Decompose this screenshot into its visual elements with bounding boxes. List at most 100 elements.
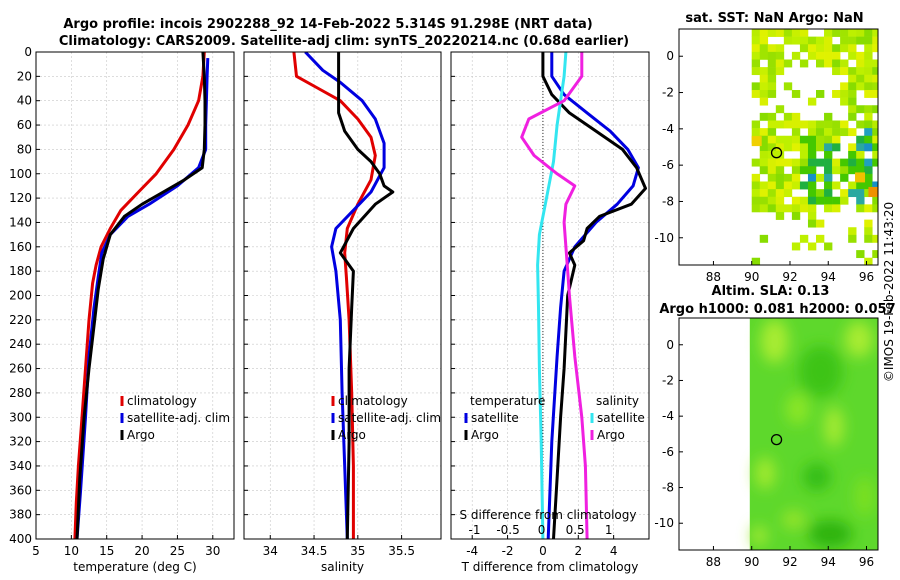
- x-tick-label-top: 0: [538, 523, 546, 537]
- sst-cell: [767, 29, 777, 37]
- sst-cell: [791, 166, 801, 175]
- sst-cell: [791, 211, 801, 220]
- sst-cell: [868, 186, 878, 197]
- sst-cell: [840, 82, 849, 91]
- sst-cell: [856, 158, 865, 167]
- sst-cell: [824, 44, 833, 53]
- sst-cell: [832, 181, 841, 190]
- sst-cell: [840, 166, 849, 175]
- sst-cell: [824, 158, 833, 167]
- y-tick-label: 340: [9, 459, 32, 473]
- sst-cell: [816, 158, 825, 167]
- sst-cell: [759, 82, 769, 91]
- sst-cell: [799, 29, 809, 37]
- x-tick-label: 2: [574, 544, 582, 558]
- sla-blobs: [751, 319, 875, 548]
- sst-cell: [791, 173, 801, 182]
- sst-cell: [832, 67, 841, 76]
- sla-map-panel: Altim. SLA: 0.13 Argo h1000: 0.081 h2000:…: [654, 284, 895, 569]
- sst-cell: [816, 196, 825, 205]
- sst-cell: [832, 29, 841, 37]
- sst-cell: [856, 36, 865, 45]
- x-tick-label: 30: [205, 544, 220, 558]
- sst-cell: [840, 89, 849, 98]
- y-tick-label: -10: [654, 231, 674, 245]
- sst-cell: [799, 36, 809, 45]
- sst-cell: [751, 189, 761, 198]
- sst-cell: [799, 135, 809, 144]
- sst-cell: [751, 120, 761, 129]
- sst-cell: [791, 143, 801, 152]
- sst-cell: [799, 204, 809, 213]
- x-tick-label: 4: [610, 544, 618, 558]
- difference-panel: -4 -2 0 2 4 T difference from climatology S di…: [450, 51, 650, 574]
- x-tick-label: 88: [706, 270, 721, 284]
- sst-cell: [775, 29, 785, 37]
- legend-label: Argo: [597, 428, 625, 442]
- sst-cell: [840, 36, 849, 45]
- sst-cell: [775, 120, 785, 129]
- x-tick-label-top: -0.5: [496, 523, 519, 537]
- sst-cell: [759, 204, 769, 213]
- x-tick-label: -4: [466, 544, 478, 558]
- sst-cell: [791, 89, 801, 98]
- sst-cell: [848, 67, 857, 76]
- sst-cell: [767, 128, 777, 137]
- sst-cell: [848, 29, 857, 37]
- sst-cell: [848, 234, 857, 243]
- sst-cell: [775, 158, 785, 167]
- x-tick-label: 92: [782, 270, 797, 284]
- figure-title-line1: Argo profile: incois 2902288_92 14-Feb-2…: [63, 17, 592, 32]
- sst-cell: [864, 67, 873, 76]
- legend-label: Argo: [127, 428, 155, 442]
- sst-cell: [856, 105, 865, 114]
- sst-cell: [864, 82, 873, 91]
- sst-cell: [856, 204, 865, 213]
- sst-cell: [751, 89, 761, 98]
- sst-cell: [832, 59, 841, 68]
- sst-cell: [864, 74, 873, 83]
- sst-cell: [856, 135, 865, 144]
- sst-cell: [824, 29, 833, 37]
- sst-cell: [791, 36, 801, 45]
- sst-cell: [872, 196, 878, 205]
- sst-cell: [824, 36, 833, 45]
- sst-cell: [864, 219, 873, 228]
- sst-cell: [872, 204, 878, 213]
- series-line-argo: [75, 52, 207, 539]
- sst-cell: [856, 250, 865, 259]
- sst-cell: [872, 105, 878, 114]
- map-frame: [678, 28, 879, 266]
- y-tick-label: 0: [666, 49, 674, 63]
- sst-map-panel: sat. SST: NaN Argo: NaN 88 90 92 94 96 0 -2 -4 -6…: [654, 11, 879, 284]
- sst-cell: [775, 211, 785, 220]
- sst-cell: [775, 189, 785, 198]
- axes-frame: [243, 51, 442, 540]
- x-tick-label: -2: [502, 544, 514, 558]
- sst-cell: [840, 158, 849, 167]
- axes-frame: [35, 51, 235, 540]
- y-tick-label: 20: [17, 69, 32, 83]
- sst-cell: [807, 51, 817, 60]
- sst-cell: [864, 120, 873, 129]
- sst-cell: [824, 128, 833, 137]
- sst-cell: [864, 44, 873, 53]
- sst-cell: [791, 51, 801, 60]
- sst-cell: [799, 196, 809, 205]
- sst-cell: [848, 112, 857, 121]
- y-tick-label: 240: [9, 337, 32, 351]
- series-group: [292, 52, 395, 539]
- sst-cell: [783, 112, 793, 121]
- sst-cell: [832, 120, 841, 129]
- sst-cell: [751, 82, 761, 91]
- sla-map-subtitle: Argo h1000: 0.081 h2000: 0.057: [659, 302, 895, 317]
- sst-cell: [767, 89, 777, 98]
- sst-cell: [824, 135, 833, 144]
- sst-cell: [872, 120, 878, 129]
- sst-cell: [775, 105, 785, 114]
- sla-blob: [785, 393, 810, 426]
- sla-blob: [751, 525, 768, 546]
- y-tick-label: 60: [17, 118, 32, 132]
- x-tick-label: 35.5: [388, 544, 415, 558]
- sst-cell: [872, 59, 878, 68]
